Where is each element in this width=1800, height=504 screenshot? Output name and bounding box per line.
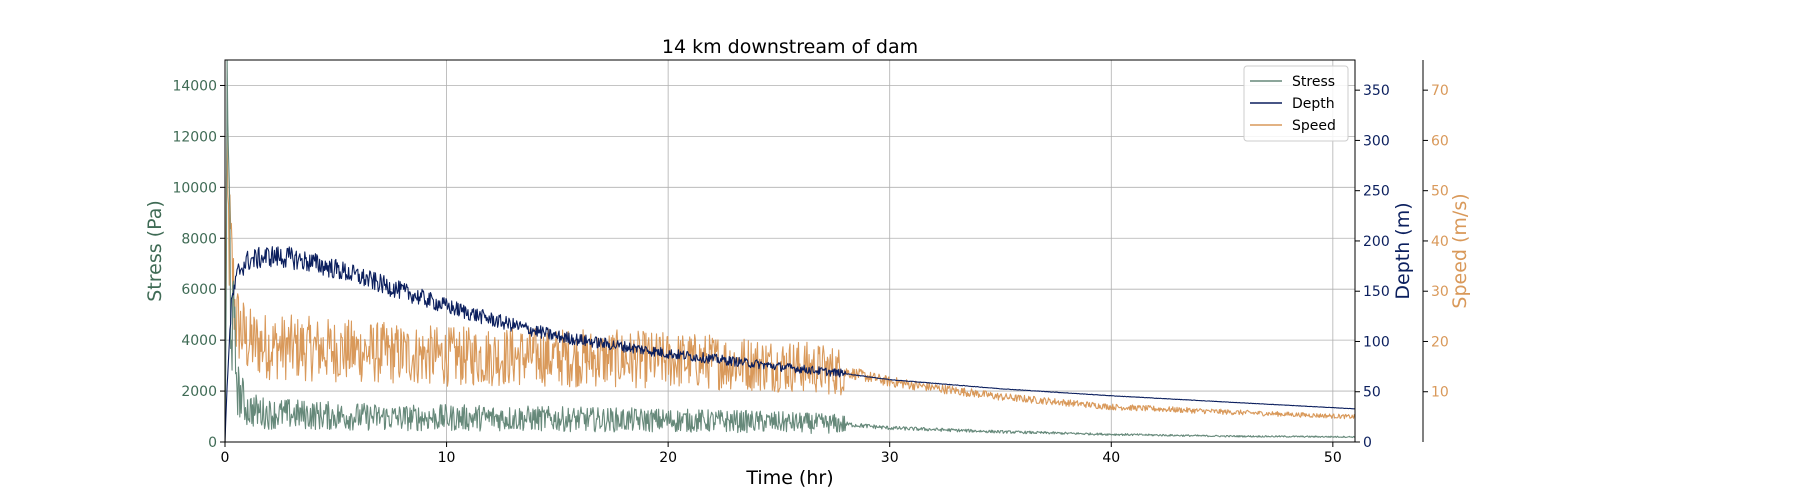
stress-tick-label: 4000	[181, 333, 217, 349]
legend: Stress Depth Speed	[1243, 65, 1349, 142]
x-axis-label: Time (hr)	[745, 467, 833, 489]
gridlines	[224, 60, 1355, 443]
stress-tick-label: 6000	[181, 282, 217, 298]
series-line-speed	[225, 132, 1355, 442]
plot-frame	[224, 59, 1356, 443]
speed-tick-label: 10	[1431, 385, 1449, 401]
axis-ticks: 0 10 20 30 40 5002000400060008000100001200014…	[172, 78, 1448, 466]
series-lines	[225, 60, 1355, 442]
depth-tick-label: 50	[1363, 385, 1381, 401]
x-tick-label: 10	[438, 450, 456, 466]
x-tick-label: 50	[1324, 450, 1342, 466]
chart-title: 14 km downstream of dam	[662, 36, 918, 58]
depth-tick-label: 250	[1363, 184, 1390, 200]
depth-tick-label: 200	[1363, 234, 1390, 250]
speed-tick-label: 60	[1431, 133, 1449, 149]
x-tick-label: 30	[881, 450, 899, 466]
series-line-depth	[225, 246, 1355, 442]
series-line-stress	[225, 60, 1355, 442]
speed-tick-label: 20	[1431, 334, 1449, 350]
depth-tick-label: 100	[1363, 334, 1390, 350]
speed-tick-label: 30	[1431, 284, 1449, 300]
legend-box	[1243, 65, 1349, 142]
speed-tick-label: 70	[1431, 83, 1449, 99]
speed-tick-label: 40	[1431, 234, 1449, 250]
x-tick-label: 0	[221, 450, 230, 466]
stress-tick-label: 2000	[181, 384, 217, 400]
legend-label-stress: Stress	[1292, 74, 1335, 90]
depth-axis-label: Depth (m)	[1392, 202, 1414, 299]
stress-tick-label: 10000	[172, 180, 217, 196]
stress-tick-label: 8000	[181, 231, 217, 247]
depth-tick-label: 350	[1363, 83, 1390, 99]
speed-axis-label: Speed (m/s)	[1449, 193, 1471, 308]
stress-tick-label: 14000	[172, 78, 217, 94]
speed-tick-label: 50	[1431, 184, 1449, 200]
depth-tick-label: 150	[1363, 284, 1390, 300]
stress-axis-label: Stress (Pa)	[144, 200, 166, 302]
stress-tick-label: 0	[208, 435, 217, 451]
legend-label-depth: Depth	[1292, 96, 1335, 112]
depth-tick-label: 0	[1363, 435, 1372, 451]
x-tick-label: 20	[659, 450, 677, 466]
legend-label-speed: Speed	[1292, 118, 1336, 134]
x-tick-label: 40	[1102, 450, 1120, 466]
stress-tick-label: 12000	[172, 129, 217, 145]
depth-tick-label: 300	[1363, 133, 1390, 149]
